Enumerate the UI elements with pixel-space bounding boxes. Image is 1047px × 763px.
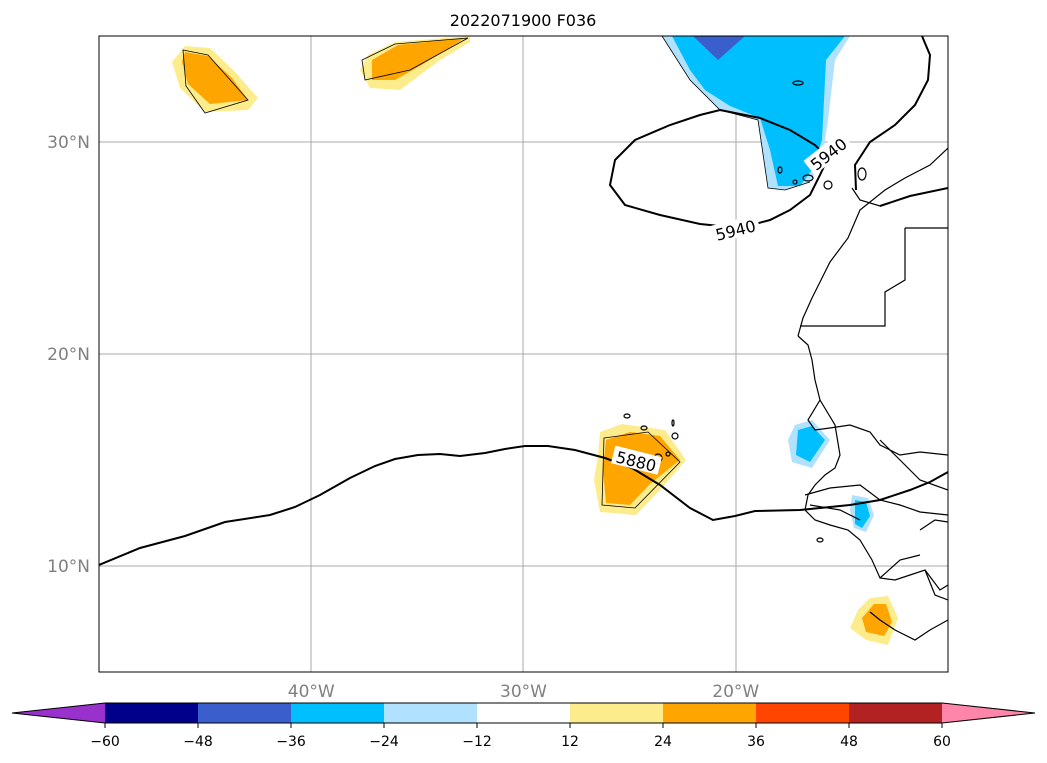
lat-tick-label: 20°N — [47, 345, 90, 365]
colorbar-segment — [105, 703, 198, 723]
map-frame — [98, 35, 949, 673]
colorbar-tick-label: 12 — [561, 734, 579, 750]
cold-anomaly-ne — [661, 36, 850, 191]
contour-5880 — [99, 445, 948, 566]
lat-tick-label: 10°N — [47, 557, 90, 577]
lon-tick-label: 20°W — [712, 682, 759, 702]
colorbar-segment — [849, 703, 942, 723]
figure-title: 2022071900 F036 — [450, 11, 597, 30]
lon-axis-labels: 40°W 30°W 20°W — [288, 682, 760, 702]
colorbar-segment — [198, 703, 291, 723]
colorbar-segment — [756, 703, 849, 723]
colorbar-segment — [570, 703, 663, 723]
colorbar-tick-label: −24 — [369, 734, 399, 750]
colorbar-tick-label: −60 — [90, 734, 120, 750]
colorbar-segment — [12, 703, 105, 723]
colorbar-tick-label: −12 — [462, 734, 492, 750]
warm-anomaly-nw — [172, 46, 258, 114]
colorbar-tick-label: 48 — [840, 734, 858, 750]
contour-5940-east-2 — [879, 187, 948, 207]
colorbar-tick-label: 36 — [747, 734, 765, 750]
contour-label-bg — [709, 214, 761, 244]
warm-anomaly-se — [850, 596, 898, 645]
colorbar-tick-label: −48 — [183, 734, 213, 750]
contour-label-bg — [803, 131, 853, 176]
colorbar-tick-label: 24 — [654, 734, 672, 750]
lat-tick-label: 30°N — [47, 133, 90, 153]
warm-anomaly-n — [360, 36, 470, 90]
lon-tick-label: 40°W — [288, 682, 335, 702]
colorbar-tick-label: −36 — [276, 734, 306, 750]
colorbar-segment — [663, 703, 756, 723]
colorbar: −60 −48 −36 −24 −12 12 24 36 48 60 — [11, 702, 1036, 750]
cold-anomaly-coast — [788, 420, 874, 532]
colorbar-tick-label: 60 — [933, 734, 951, 750]
lat-axis-labels: 30°N 20°N 10°N — [47, 133, 90, 577]
colorbar-segment — [477, 703, 570, 723]
colorbar-segment — [942, 703, 1035, 723]
colorbar-segment — [384, 703, 477, 723]
contour-label-bg — [611, 445, 662, 475]
lon-tick-label: 30°W — [500, 682, 547, 702]
contour-5940-east — [853, 36, 932, 191]
colorbar-segment — [291, 703, 384, 723]
